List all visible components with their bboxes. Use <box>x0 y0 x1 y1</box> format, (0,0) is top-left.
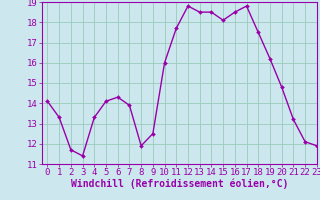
X-axis label: Windchill (Refroidissement éolien,°C): Windchill (Refroidissement éolien,°C) <box>70 179 288 189</box>
